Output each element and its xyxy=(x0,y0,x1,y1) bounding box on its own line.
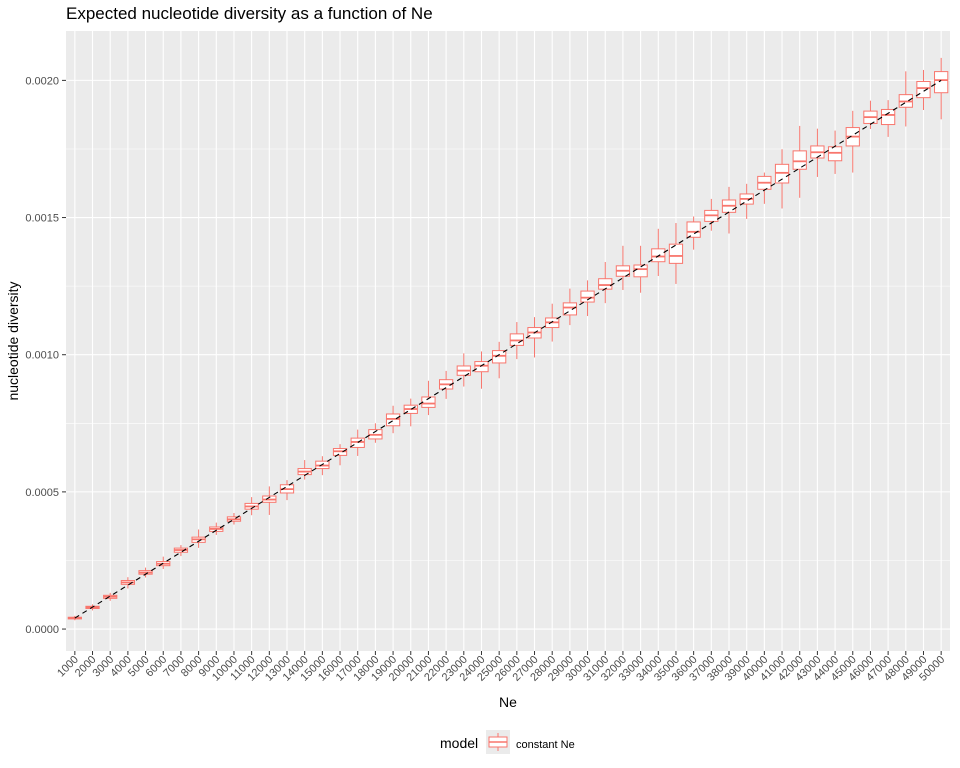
box-34000 xyxy=(651,228,666,276)
box-3000 xyxy=(103,592,118,601)
box-45000 xyxy=(845,110,860,173)
legend-label-constant-ne: constant Ne xyxy=(516,739,575,751)
box-35000 xyxy=(668,223,684,284)
plot-panel xyxy=(66,31,950,651)
legend-title: model xyxy=(440,735,478,751)
box-9000 xyxy=(209,522,224,535)
x-axis: 1000200030004000500060007000800090001000… xyxy=(55,651,947,684)
box-iqr xyxy=(598,278,613,290)
box-iqr xyxy=(474,361,489,373)
box-25000 xyxy=(492,341,507,379)
chart-title: Expected nucleotide diversity as a funct… xyxy=(66,4,433,23)
y-tick-label: 0.0015 xyxy=(25,213,59,225)
y-tick-label: 0.0000 xyxy=(25,624,59,636)
box-46000 xyxy=(863,100,878,129)
box-30000 xyxy=(580,280,595,317)
box-40000 xyxy=(757,172,772,204)
box-iqr xyxy=(668,243,684,264)
box-32000 xyxy=(615,245,631,290)
box-iqr xyxy=(827,146,843,162)
box-19000 xyxy=(385,405,401,434)
box-iqr xyxy=(686,221,701,238)
grid-lines xyxy=(66,31,950,651)
box-12000 xyxy=(262,486,277,515)
reference-line-layer xyxy=(74,79,942,619)
y-axis: 0.0000 0.0005 0.0010 0.0015 0.0020 xyxy=(25,75,66,636)
box-42000 xyxy=(792,125,807,198)
x-axis-title: Ne xyxy=(499,694,517,710)
box-10000 xyxy=(226,513,242,525)
box-iqr xyxy=(880,108,896,126)
box-41000 xyxy=(774,149,790,209)
box-23000 xyxy=(456,353,471,387)
y-axis-title: nucleotide diversity xyxy=(5,281,21,400)
box-iqr xyxy=(385,413,401,427)
reference-line xyxy=(74,79,942,619)
box-18000 xyxy=(368,423,383,443)
box-14000 xyxy=(297,460,312,480)
legend: model constant Ne xyxy=(440,730,575,754)
box-20000 xyxy=(403,398,418,427)
y-tick-label: 0.0005 xyxy=(25,487,59,499)
box-11000 xyxy=(244,497,259,516)
y-tick-label: 0.0010 xyxy=(25,350,59,362)
y-tick-label: 0.0020 xyxy=(25,75,59,87)
box-36000 xyxy=(686,216,701,250)
box-50000 xyxy=(934,57,949,120)
box-28000 xyxy=(545,303,560,342)
boxplots xyxy=(67,57,949,621)
box-38000 xyxy=(721,186,737,234)
box-iqr xyxy=(792,150,807,170)
box-iqr xyxy=(651,248,666,263)
box-iqr xyxy=(492,350,507,364)
box-iqr xyxy=(934,71,949,94)
box-iqr xyxy=(580,290,595,303)
box-iqr xyxy=(562,302,578,316)
box-29000 xyxy=(562,288,578,326)
box-8000 xyxy=(191,529,206,548)
box-iqr xyxy=(916,80,931,99)
box-21000 xyxy=(421,380,436,416)
box-iqr xyxy=(633,264,648,278)
